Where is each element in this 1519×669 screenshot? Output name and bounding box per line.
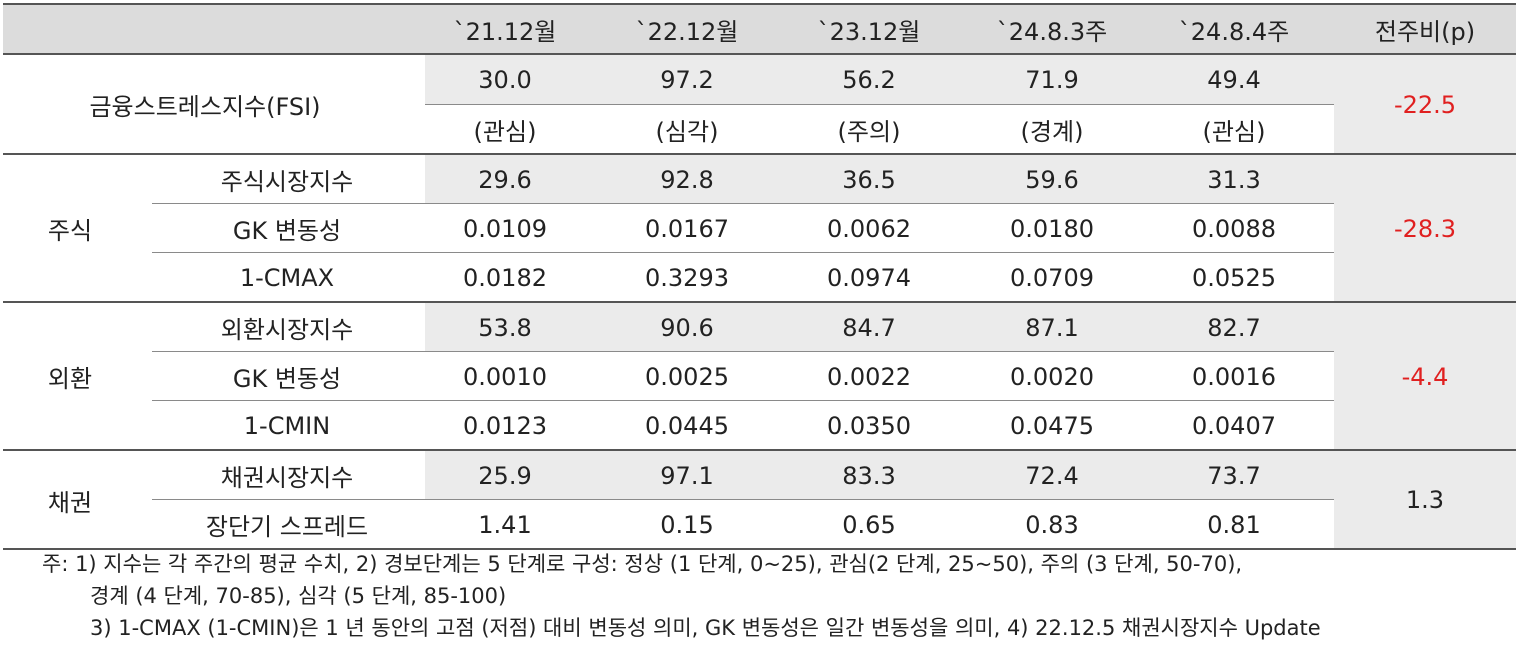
header-cell: 전주비(p) [1374, 17, 1476, 46]
group-name: 주식 [47, 217, 93, 245]
row-divider [152, 400, 1334, 401]
row-value: 53.8 [478, 313, 532, 342]
group-first-row-shade [425, 155, 1334, 203]
row-value: 0.15 [660, 510, 714, 539]
row-value: 0.81 [1207, 510, 1261, 539]
header-band [3, 4, 1516, 54]
row-label: GK 변동성 [232, 365, 342, 393]
fsi-level: (심각) [655, 118, 719, 146]
row-value: 0.0020 [1010, 362, 1094, 391]
fsi-value: 97.2 [660, 65, 714, 94]
row-value: 0.0062 [827, 214, 911, 243]
fsi-change-shade [1334, 55, 1516, 154]
row-value: 0.0475 [1010, 411, 1094, 440]
row-label: 장단기 스프레드 [205, 513, 369, 541]
header-cell: `24.8.4주 [1178, 17, 1290, 46]
row-value: 0.0182 [463, 263, 547, 292]
row-value: 0.0974 [827, 263, 911, 292]
row-divider [152, 499, 1334, 500]
header-bottom-line [3, 53, 1516, 55]
row-value: 87.1 [1025, 313, 1079, 342]
row-value: 0.0123 [463, 411, 547, 440]
fsi-change: -22.5 [1393, 90, 1457, 119]
row-value: 92.8 [660, 165, 714, 194]
group-first-row-shade [425, 303, 1334, 351]
group-name: 외환 [47, 365, 93, 393]
row-value: 29.6 [478, 165, 532, 194]
row-label: GK 변동성 [232, 217, 342, 245]
footnotes: 주: 1) 지수는 각 주간의 평균 수치, 2) 경보단계는 5 단계로 구성… [0, 548, 1519, 644]
footnote-line-2: 경계 (4 단계, 70-85), 심각 (5 단계, 85-100) [90, 584, 507, 608]
group-change: -28.3 [1393, 214, 1457, 243]
row-divider [152, 252, 1334, 253]
group-bottom-line [3, 301, 1516, 303]
row-value: 31.3 [1207, 165, 1261, 194]
fsi-level: (관심) [1202, 118, 1266, 146]
row-value: 97.1 [660, 461, 714, 490]
row-value: 0.0109 [463, 214, 547, 243]
row-value: 0.65 [842, 510, 896, 539]
group-change-shade [1334, 155, 1516, 301]
fsi-inner-line [425, 104, 1334, 105]
table-top-line [3, 3, 1516, 5]
row-value: 0.0525 [1192, 263, 1276, 292]
group-change-shade [1334, 303, 1516, 449]
fsi-level: (주의) [837, 118, 901, 146]
row-value: 0.0350 [827, 411, 911, 440]
fsi-value: 71.9 [1025, 65, 1079, 94]
row-value: 59.6 [1025, 165, 1079, 194]
row-value: 0.0088 [1192, 214, 1276, 243]
footnote-line-1: 주: 1) 지수는 각 주간의 평균 수치, 2) 경보단계는 5 단계로 구성… [42, 552, 1243, 576]
row-value: 84.7 [842, 313, 896, 342]
row-value: 0.0709 [1010, 263, 1094, 292]
fsi-value: 49.4 [1207, 65, 1261, 94]
fsi-level: (관심) [473, 118, 537, 146]
row-value: 90.6 [660, 313, 714, 342]
header-cell: `23.12월 [817, 17, 921, 46]
header-cell: `21.12월 [453, 17, 557, 46]
row-value: 0.0025 [645, 362, 729, 391]
header-cell: `24.8.3주 [996, 17, 1108, 46]
row-value: 0.0180 [1010, 214, 1094, 243]
group-change: 1.3 [1405, 486, 1445, 514]
row-value: 0.83 [1025, 510, 1079, 539]
row-value: 0.3293 [645, 263, 729, 292]
row-value: 0.0022 [827, 362, 911, 391]
row-label: 외환시장지수 [220, 316, 354, 344]
fsi-values-shade [425, 55, 1334, 104]
group-bottom-line [3, 548, 1516, 550]
row-value: 83.3 [842, 461, 896, 490]
group-bottom-line [3, 449, 1516, 451]
row-label: 1-CMAX [239, 263, 335, 292]
row-value: 82.7 [1207, 313, 1261, 342]
fsi-bottom-line [3, 153, 1516, 155]
fsi-value: 30.0 [478, 65, 532, 94]
group-first-row-shade [425, 451, 1334, 499]
row-value: 73.7 [1207, 461, 1261, 490]
fsi-level: (경계) [1020, 118, 1084, 146]
group-change: -4.4 [1401, 362, 1449, 391]
fsi-value: 56.2 [842, 65, 896, 94]
row-label: 주식시장지수 [220, 168, 354, 196]
group-change-shade [1334, 451, 1516, 548]
row-value: 0.0167 [645, 214, 729, 243]
row-value: 1.41 [478, 510, 532, 539]
row-value: 0.0445 [645, 411, 729, 440]
header-cell: `22.12월 [635, 17, 739, 46]
row-value: 0.0010 [463, 362, 547, 391]
row-label: 채권시장지수 [220, 464, 354, 492]
row-value: 25.9 [478, 461, 532, 490]
footnote-line-3: 3) 1-CMAX (1-CMIN)은 1 년 동안의 고점 (저점) 대비 변… [90, 616, 1321, 640]
row-label: 1-CMIN [243, 411, 331, 440]
row-divider [152, 203, 1334, 204]
row-value: 0.0407 [1192, 411, 1276, 440]
row-divider [152, 351, 1334, 352]
row-value: 0.0016 [1192, 362, 1276, 391]
fsi-label: 금융스트레스지수(FSI) [89, 93, 321, 121]
row-value: 72.4 [1025, 461, 1079, 490]
row-value: 36.5 [842, 165, 896, 194]
group-name: 채권 [47, 488, 93, 517]
